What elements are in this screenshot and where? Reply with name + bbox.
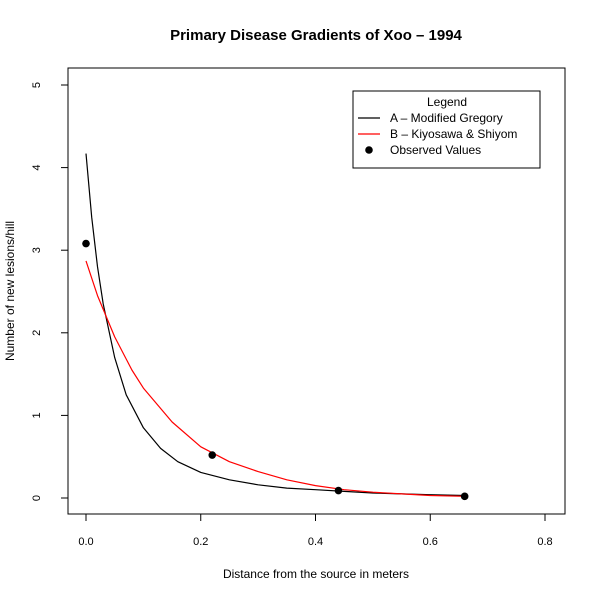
y-axis: 0 1 2 3 4 5 bbox=[31, 82, 69, 501]
y-tick-label: 2 bbox=[31, 330, 43, 336]
chart-title: Primary Disease Gradients of Xoo – 1994 bbox=[170, 27, 462, 44]
y-tick-label: 0 bbox=[31, 495, 43, 501]
y-axis-label: Number of new lesions/hill bbox=[3, 221, 17, 361]
x-tick-label: 0.2 bbox=[193, 536, 208, 548]
observed-point bbox=[82, 239, 90, 248]
observed-point bbox=[334, 486, 343, 495]
y-tick-label: 5 bbox=[31, 82, 43, 88]
legend: Legend A – Modified Gregory B – Kiyosawa … bbox=[352, 90, 541, 169]
x-tick-label: 0.8 bbox=[537, 536, 552, 548]
x-axis-label: Distance from the source in meters bbox=[223, 567, 409, 581]
series-line bbox=[85, 153, 465, 497]
observed-point bbox=[208, 451, 217, 459]
legend-box bbox=[352, 90, 541, 169]
legend-title: Legend bbox=[427, 95, 467, 109]
legend-entry-label: Observed Values bbox=[390, 143, 481, 157]
x-axis: 0.0 0.2 0.4 0.6 0.8 bbox=[78, 513, 553, 548]
series-layer bbox=[82, 153, 469, 501]
x-tick-label: 0.4 bbox=[308, 536, 323, 548]
x-tick-label: 0.0 bbox=[78, 536, 93, 548]
observed-point bbox=[460, 492, 469, 501]
y-tick-label: 4 bbox=[31, 165, 43, 171]
x-tick-label: 0.6 bbox=[423, 536, 438, 548]
y-tick-label: 3 bbox=[31, 247, 43, 253]
y-tick-label: 1 bbox=[31, 412, 43, 418]
legend-entry-label: B – Kiyosawa & Shiyom bbox=[390, 127, 517, 141]
legend-entries: A – Modified Gregory B – Kiyosawa & Shiyo… bbox=[358, 111, 517, 157]
legend-entry-label: A – Modified Gregory bbox=[390, 111, 503, 125]
legend-point-swatch bbox=[365, 146, 373, 154]
series-line bbox=[85, 260, 465, 497]
